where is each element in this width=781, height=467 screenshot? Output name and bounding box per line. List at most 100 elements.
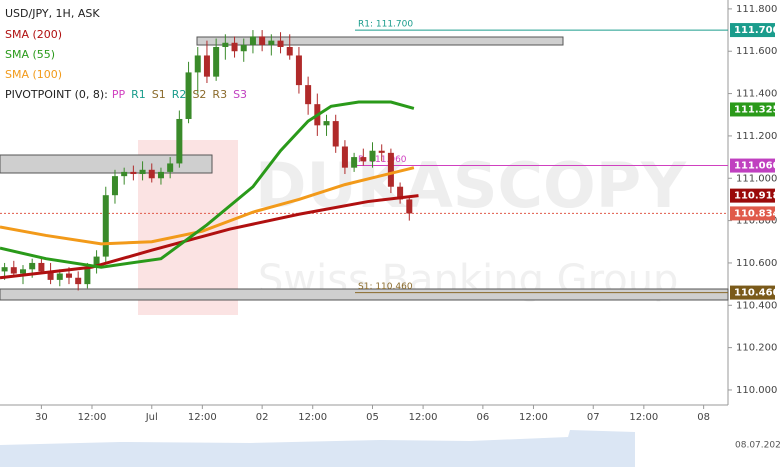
candle-body: [121, 171, 128, 177]
pivot-legend-item: PP: [112, 88, 126, 101]
x-tick-label: 07: [587, 412, 600, 423]
candle-body: [84, 267, 91, 285]
candle-body: [56, 273, 63, 280]
pivot-legend-item: S2: [192, 88, 206, 101]
volume-area: [0, 430, 635, 467]
candle-body: [47, 271, 54, 280]
price-badge: [730, 206, 775, 221]
candle-body: [203, 55, 210, 77]
candle-body: [102, 195, 109, 257]
x-tick-label: 12:00: [519, 412, 548, 423]
candle-body: [295, 55, 302, 86]
y-tick-label: 110.600: [736, 258, 777, 269]
price-badge-label: 110.918: [734, 191, 780, 202]
candle-body: [249, 36, 256, 45]
candle-body: [1, 267, 8, 272]
candle-body: [65, 273, 72, 278]
pivot-label: P: 111.060: [358, 155, 407, 165]
candle-body: [213, 46, 220, 77]
chart-title: USD/JPY, 1H, ASK: [5, 7, 100, 20]
price-badge-label: 111.325: [734, 104, 780, 115]
candle-body: [176, 118, 183, 164]
x-tick-label: 12:00: [78, 412, 107, 423]
legend: SMA (200) SMA (55) SMA (100) PIVOTPOINT (0,…: [5, 28, 247, 101]
price-badge: [730, 158, 775, 173]
candle-body: [75, 277, 82, 285]
zone: [0, 154, 213, 174]
x-tick-label: 02: [256, 412, 269, 423]
candle-body: [130, 171, 137, 175]
price-badge: [730, 23, 775, 38]
candle-body: [286, 46, 293, 56]
candle-body: [268, 40, 275, 45]
candle-body: [369, 150, 376, 162]
candle-body: [406, 199, 413, 214]
candle-body: [194, 55, 201, 73]
price-badge-label: 111.060: [734, 161, 780, 172]
sma-line: [0, 166, 415, 246]
candle-body: [148, 169, 155, 179]
y-tick-label: 111.600: [736, 46, 777, 57]
candle-body: [19, 269, 26, 274]
candle-body: [139, 169, 146, 175]
x-tick-label: 05: [366, 412, 379, 423]
pivot-legend: PIVOTPOINT (0, 8):: [5, 88, 108, 101]
legend-entry: SMA (55): [5, 48, 55, 61]
candle-body: [360, 157, 367, 162]
candle-body: [378, 150, 385, 153]
x-tick-label: 06: [477, 412, 490, 423]
zone: [0, 288, 729, 301]
candle-body: [387, 152, 394, 187]
pivot-label: S1: 110.460: [358, 282, 413, 292]
candle-body: [332, 121, 339, 147]
x-tick-label: Jul: [145, 412, 158, 423]
y-tick-label: 111.000: [736, 173, 777, 184]
candle-body: [323, 121, 330, 126]
candle-body: [231, 42, 238, 52]
legend-entry: SMA (100): [5, 68, 62, 81]
price-badge: [730, 102, 775, 117]
y-tick-label: 110.000: [736, 385, 777, 396]
candle-body: [305, 85, 312, 105]
pivot-legend-item: R3: [212, 88, 227, 101]
candle-body: [29, 262, 36, 270]
pivot-legend-item: R2: [172, 88, 187, 101]
pivot-legend-item: S3: [233, 88, 247, 101]
candle-body: [111, 176, 118, 196]
price-badge-label: 111.700: [734, 25, 780, 36]
y-tick-label: 110.800: [736, 216, 777, 227]
candle-body: [185, 72, 192, 119]
x-tick-label: 30: [35, 412, 48, 423]
pivot-legend-item: R1: [131, 88, 146, 101]
candle-body: [397, 186, 404, 200]
price-badge-label: 110.834: [734, 208, 780, 219]
candle-body: [277, 40, 284, 47]
candle-body: [222, 42, 229, 47]
price-badge-label: 110.460: [734, 288, 780, 299]
plot: 110.000 110.200 110.400 110.600 110.800 111.0…: [0, 4, 780, 423]
x-tick-label: 12:00: [298, 412, 327, 423]
sma-line: [0, 100, 415, 269]
x-tick-label: 12:00: [629, 412, 658, 423]
candle-body: [341, 146, 348, 168]
x-tick-label: 12:00: [188, 412, 217, 423]
x-tick-label: 08: [697, 412, 710, 423]
candle-body: [157, 171, 164, 179]
candle-body: [93, 256, 100, 268]
candle-body: [351, 157, 358, 168]
candle-body: [10, 267, 17, 274]
pivot-legend-item: S1: [152, 88, 166, 101]
candle-body: [240, 44, 247, 52]
candle-body: [259, 36, 266, 45]
date-label: 08.07.2021: [735, 441, 781, 451]
price-badge: [730, 285, 775, 300]
y-tick-label: 111.400: [736, 89, 777, 100]
pivot-label: R1: 111.700: [358, 20, 413, 30]
y-tick-label: 111.200: [736, 131, 777, 142]
price-badge: [730, 188, 775, 203]
zone: [196, 36, 564, 46]
y-tick-label: 110.400: [736, 300, 777, 311]
